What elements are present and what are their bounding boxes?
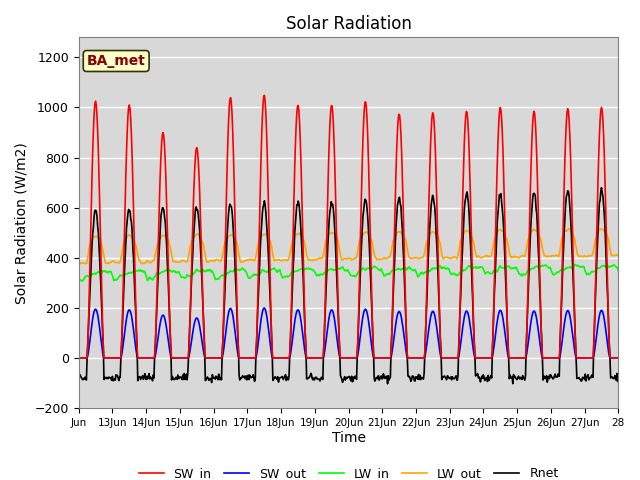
Legend: SW_in, SW_out, LW_in, LW_out, Rnet: SW_in, SW_out, LW_in, LW_out, Rnet — [134, 462, 563, 480]
LW_in — [435, 264, 443, 269]
SW_out — [260, 305, 268, 311]
LW_out — [435, 237, 443, 242]
SW_in — [285, 355, 293, 361]
Rnet — [264, 242, 272, 248]
Rnet — [237, 375, 245, 381]
LW_out — [614, 253, 622, 259]
LW_out — [139, 261, 147, 266]
LW_in — [405, 264, 413, 270]
SW_in — [138, 355, 146, 361]
LW_in — [78, 278, 86, 284]
LW_out — [238, 259, 246, 265]
Title: Solar Radiation: Solar Radiation — [285, 15, 412, 33]
SW_in — [75, 355, 83, 361]
Line: SW_out: SW_out — [79, 308, 618, 358]
X-axis label: Time: Time — [332, 431, 365, 444]
LW_in — [238, 265, 246, 271]
LW_out — [265, 236, 273, 241]
LW_out — [405, 253, 413, 259]
Rnet — [138, 374, 146, 380]
SW_out — [405, 355, 413, 361]
Rnet — [285, 377, 292, 383]
LW_out — [75, 260, 83, 265]
SW_in — [260, 93, 268, 98]
Line: LW_out: LW_out — [79, 229, 618, 264]
SW_in — [237, 355, 245, 361]
Rnet — [384, 381, 392, 386]
SW_in — [405, 355, 413, 361]
SW_out — [237, 355, 245, 361]
LW_in — [139, 268, 147, 274]
LW_in — [614, 268, 622, 274]
LW_in — [265, 269, 273, 275]
LW_in — [285, 273, 293, 279]
SW_in — [614, 355, 622, 361]
Text: BA_met: BA_met — [87, 54, 146, 68]
SW_out — [285, 355, 293, 361]
Rnet — [75, 374, 83, 380]
LW_out — [77, 261, 84, 266]
SW_out — [614, 355, 622, 361]
SW_out — [435, 342, 443, 348]
LW_in — [571, 262, 579, 267]
LW_in — [75, 277, 83, 283]
LW_out — [285, 255, 293, 261]
Y-axis label: Solar Radiation (W/m2): Solar Radiation (W/m2) — [15, 142, 29, 303]
Line: SW_in: SW_in — [79, 96, 618, 358]
Line: LW_in: LW_in — [79, 264, 618, 281]
Rnet — [614, 376, 622, 382]
SW_in — [435, 288, 443, 293]
LW_out — [565, 226, 573, 232]
SW_in — [265, 210, 273, 216]
Rnet — [405, 374, 413, 380]
Rnet — [598, 185, 605, 191]
SW_out — [138, 355, 146, 361]
Rnet — [435, 298, 443, 304]
SW_out — [75, 355, 83, 361]
Line: Rnet: Rnet — [79, 188, 618, 384]
SW_out — [265, 327, 273, 333]
